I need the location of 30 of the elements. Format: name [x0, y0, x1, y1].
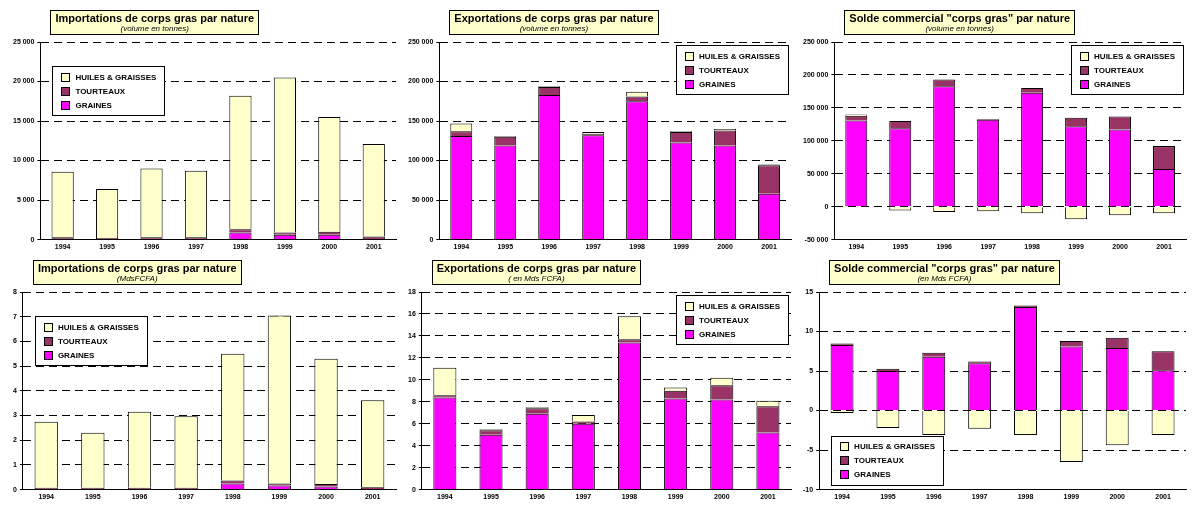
legend-label: TOURTEAUX: [699, 315, 749, 325]
legend-label: HUILES & GRAISSES: [1094, 51, 1175, 61]
legend-label: HUILES & GRAISSES: [699, 51, 780, 61]
chart-subtitle: (en Mds FCFA): [916, 274, 973, 283]
chart-subtitle: ( en Mds FCFA): [507, 274, 566, 283]
chart-subtitle: (volume en tonnes): [924, 24, 995, 33]
legend-label: HUILES & GRAISSES: [854, 442, 936, 452]
chart-subtitle: (volume en tonnes): [119, 24, 190, 33]
chart-title: Exportations de corps gras par nature: [436, 262, 637, 274]
chart-subtitle: (MdsFCFA): [115, 274, 159, 283]
legend-label: GRAINES: [1094, 79, 1131, 89]
legend-label: GRAINES: [75, 100, 112, 110]
legend-label: TOURTEAUX: [854, 456, 904, 466]
legend-label: TOURTEAUX: [699, 65, 749, 75]
chart-title: Solde commercial "corps gras" par nature: [834, 262, 1055, 274]
legend-label: GRAINES: [854, 470, 891, 480]
chart-title: Exportations de corps gras par nature: [454, 12, 654, 24]
legend-label: TOURTEAUX: [1094, 65, 1144, 75]
legend-label: HUILES & GRAISSES: [57, 322, 139, 332]
chart-title: Solde commercial "corps gras" par nature: [849, 12, 1071, 24]
legend-label: GRAINES: [57, 350, 95, 360]
legend-label: TOURTEAUX: [75, 86, 126, 96]
chart-title: Importations de corps gras par nature: [37, 262, 237, 274]
legend-label: HUILES & GRAISSES: [75, 72, 157, 82]
legend-label: HUILES & GRAISSES: [699, 301, 780, 311]
chart-subtitle: (volume en tonnes): [518, 24, 590, 33]
legend-label: GRAINES: [699, 329, 736, 339]
legend-label: GRAINES: [699, 79, 736, 89]
chart-title: Importations de corps gras par nature: [55, 12, 255, 24]
legend-label: TOURTEAUX: [57, 336, 108, 346]
